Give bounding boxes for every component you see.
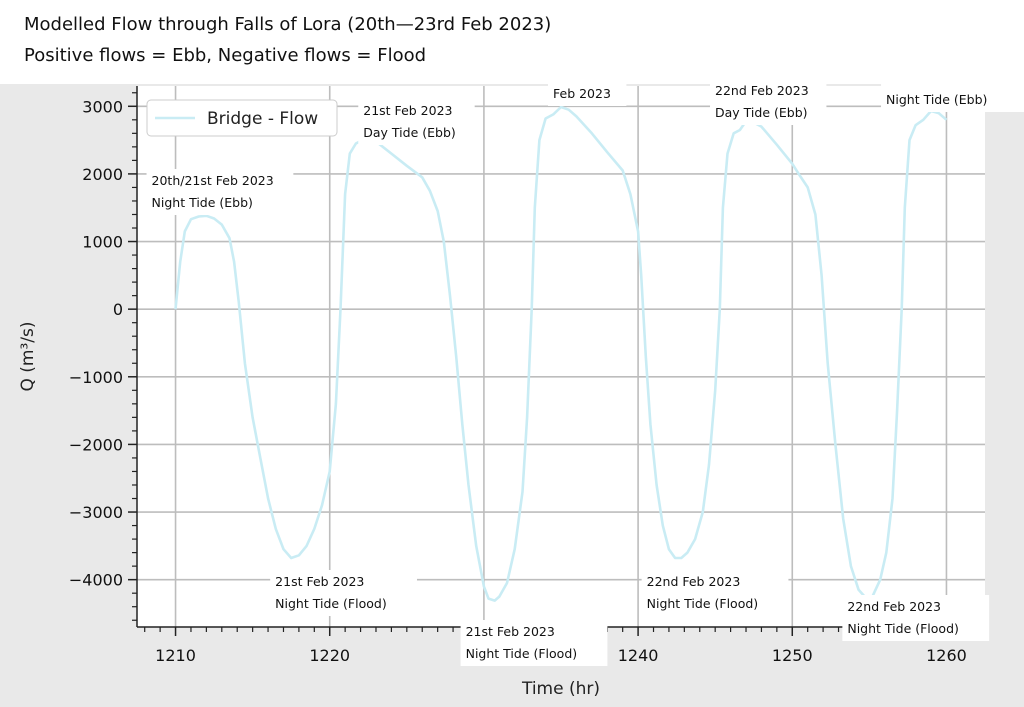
chart-subtitle: Positive flows = Ebb, Negative flows = F… (24, 45, 427, 66)
annotation-line2: Feb 2023 (553, 86, 611, 101)
x-tick-label: 1240 (618, 646, 659, 665)
annotation-line2: Night Tide (Ebb) (152, 195, 253, 210)
annotation-line2: Day Tide (Ebb) (715, 105, 808, 120)
y-tick-label: −4000 (69, 571, 123, 590)
x-tick-label: 1250 (772, 646, 813, 665)
legend: Bridge - Flow (146, 99, 338, 137)
annotations: 20th/21st Feb 2023 Night Tide (Ebb) 21st F… (146, 84, 1024, 666)
annotation-line2: Night Tide (Flood) (847, 621, 959, 636)
x-axis-label: Time (hr) (521, 679, 600, 699)
annotation-background (710, 84, 827, 125)
y-tick-label: 2000 (82, 165, 123, 184)
annotation-box: 21st Feb 2023 Night Tide (Flood) (270, 570, 417, 616)
annotation-line1: 22nd/23rd Feb 2023 (886, 84, 1013, 85)
x-tick-label: 1260 (926, 646, 967, 665)
legend-label: Bridge - Flow (207, 109, 318, 129)
x-tick-label: 1210 (155, 646, 196, 665)
annotation-line1: 22nd Feb 2023 (647, 574, 741, 589)
annotation-line1: 21st Feb 2023 (363, 103, 452, 118)
annotation-line1: 21st Feb 2023 (466, 624, 555, 639)
annotation-background (358, 99, 475, 145)
chart-title: Modelled Flow through Falls of Lora (20t… (24, 14, 552, 35)
annotation-line1: 21st Feb 2023 (275, 574, 364, 589)
annotation-line2: Night Tide (Flood) (275, 596, 387, 611)
y-tick-label: −1000 (69, 368, 123, 387)
y-tick-label: −2000 (69, 435, 123, 454)
annotation-line2: Day Tide (Ebb) (363, 125, 456, 140)
y-tick-label: 3000 (82, 97, 123, 116)
annotation-box: 21st Feb 2023 Night Tide (Flood) (460, 620, 608, 666)
annotation-line2: Night Tide (Flood) (466, 646, 578, 661)
annotation-line1: 22nd Feb 2023 (715, 84, 809, 98)
annotation-box: 22nd Feb 2023 Night Tide (Flood) (842, 595, 990, 641)
flow-chart: 121012201230124012501260−4000−3000−2000−… (0, 84, 1024, 707)
annotation-line2: Night Tide (Ebb) (886, 92, 987, 107)
annotation-background (881, 84, 1024, 112)
legend-box (146, 99, 338, 137)
y-tick-label: −3000 (69, 503, 123, 522)
axis-ticks: 121012201230124012501260−4000−3000−2000−… (69, 92, 978, 665)
annotation-background (146, 169, 294, 215)
annotation-background (270, 570, 417, 616)
annotation-line1: 22nd Feb 2023 (847, 599, 941, 614)
annotation-background (842, 595, 990, 641)
annotation-box: 22nd Feb 2023 Day Tide (Ebb) (710, 84, 827, 125)
annotation-line2: Night Tide (Flood) (647, 596, 759, 611)
annotation-background (548, 84, 627, 106)
y-axis-label: Q (m³/s) (18, 321, 38, 391)
annotation-box: 20th/21st Feb 2023 Night Tide (Ebb) (146, 169, 294, 215)
series-line-bridge-flow (174, 105, 948, 602)
series-group (174, 105, 948, 602)
annotation-box: 22nd Feb 2023 Night Tide (Flood) (641, 570, 789, 616)
annotation-box: 21st Feb 2023 Day Tide (Ebb) (358, 99, 475, 145)
annotation-box: 22nd/23rd Feb 2023 Night Tide (Ebb) (881, 84, 1024, 112)
y-tick-label: 1000 (82, 233, 123, 252)
y-tick-label: 0 (113, 300, 123, 319)
annotation-background (460, 620, 608, 666)
annotation-line1: 20th/21st Feb 2023 (152, 173, 274, 188)
x-tick-label: 1220 (309, 646, 350, 665)
annotation-background (641, 570, 789, 616)
plot-area (137, 86, 985, 627)
